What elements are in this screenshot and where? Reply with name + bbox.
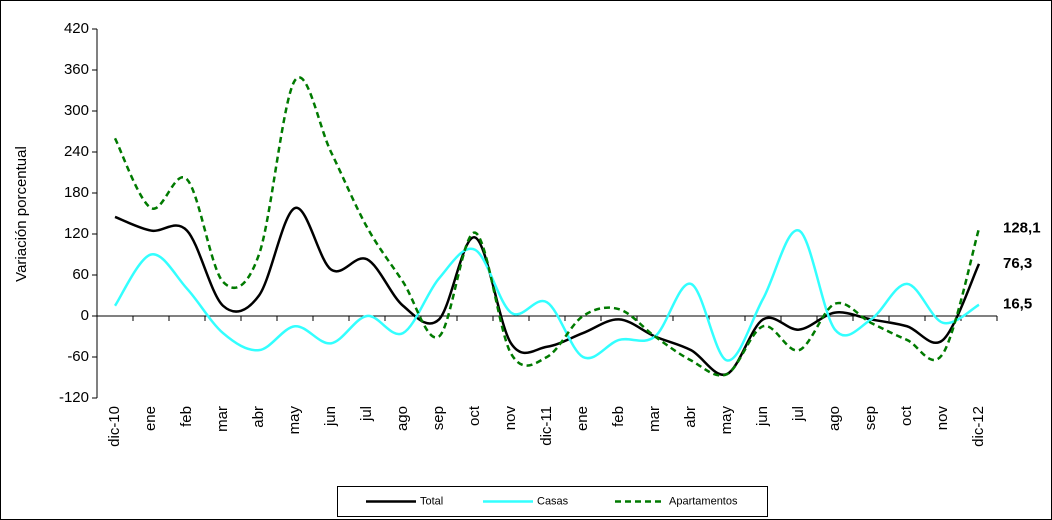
- x-tick-label: dic-12: [970, 406, 987, 447]
- x-tick-label: oct: [898, 405, 915, 426]
- y-tick-label: 360: [64, 61, 89, 78]
- x-tick-label: abr: [682, 406, 699, 428]
- legend-label: Total: [420, 495, 443, 507]
- line-series: [113, 229, 980, 362]
- legend: Total Casas Apartamentos: [337, 486, 768, 517]
- x-tick-label: mar: [646, 406, 663, 432]
- x-tick-label: ene: [574, 406, 591, 431]
- value-label: 16,5: [1003, 296, 1032, 313]
- legend-label: Apartamentos: [669, 495, 738, 507]
- x-tick-label: dic-11: [538, 406, 555, 446]
- y-axis-label: Variación porcentual: [13, 146, 30, 282]
- x-tick-label: jun: [754, 406, 771, 427]
- x-tick-label: feb: [178, 406, 195, 427]
- y-tick-label: 120: [64, 225, 89, 242]
- x-tick-label: jul: [358, 406, 375, 422]
- x-tick-label: sep: [862, 406, 879, 430]
- x-tick-label: ago: [394, 406, 411, 431]
- x-tick-label: dic-10: [106, 406, 123, 447]
- y-tick-label: 0: [81, 307, 89, 324]
- x-tick-label: may: [286, 406, 303, 435]
- x-tick-label: oct: [466, 405, 483, 426]
- y-tick-label: 180: [64, 184, 89, 201]
- x-tick-label: nov: [934, 406, 951, 431]
- x-tick-label: sep: [430, 406, 447, 430]
- x-tick-label: may: [718, 406, 735, 435]
- x-tick-label: jul: [790, 406, 807, 422]
- y-tick-label: 240: [64, 143, 89, 160]
- x-tick-label: ago: [826, 406, 843, 431]
- line-series: [114, 206, 981, 377]
- y-tick-label: 300: [64, 102, 89, 119]
- x-tick-label: mar: [214, 406, 231, 432]
- y-tick-label: -120: [59, 389, 89, 406]
- value-label: 76,3: [1003, 255, 1032, 272]
- y-tick-label: -60: [67, 348, 89, 365]
- x-tick-label: abr: [250, 406, 267, 428]
- legend-label: Casas: [537, 495, 569, 507]
- x-tick-label: nov: [502, 406, 519, 431]
- x-tick-label: ene: [142, 406, 159, 431]
- y-tick-label: 420: [64, 20, 89, 37]
- value-label: 128,1: [1003, 219, 1041, 236]
- x-tick-label: jun: [322, 406, 339, 427]
- x-tick-label: feb: [610, 406, 627, 427]
- y-tick-label: 60: [72, 266, 89, 283]
